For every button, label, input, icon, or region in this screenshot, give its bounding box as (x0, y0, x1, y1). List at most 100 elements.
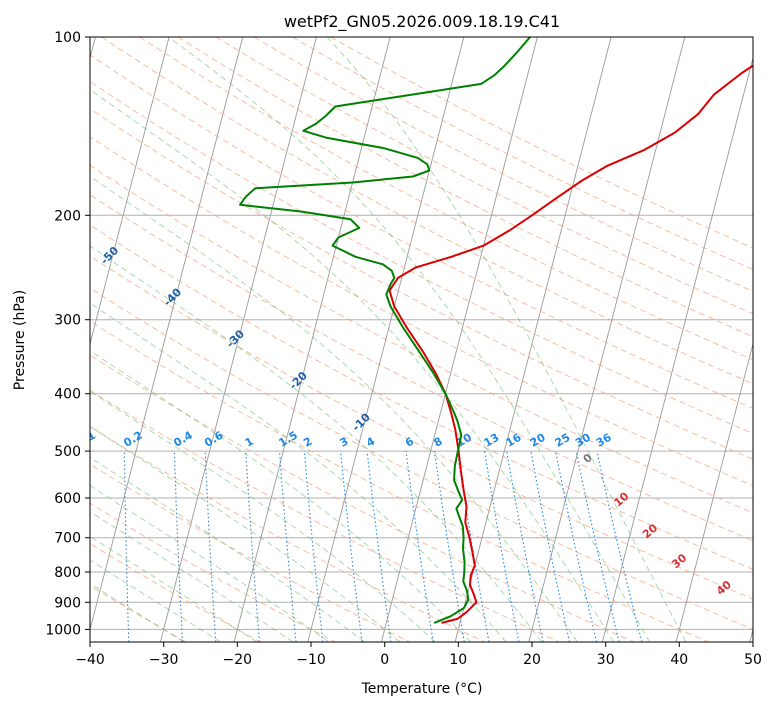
y-tick-label: 100 (54, 30, 81, 46)
mixing-ratio-label: 1.5 (277, 429, 300, 450)
mixing-ratio-label: 0.4 (171, 429, 195, 450)
mixing-ratio-line (339, 451, 363, 642)
dry-adiabat-line (177, 37, 753, 338)
mixing-ratio-line (204, 451, 217, 642)
mixing-ratio-label: 0.1 (75, 429, 98, 450)
dry-adiabat-line (90, 164, 753, 514)
y-tick-label: 300 (54, 313, 81, 329)
x-tick-label: −10 (296, 652, 326, 668)
dry-adiabat-line (90, 255, 753, 600)
moist-adiabat-label: 20 (640, 521, 660, 541)
moist-adiabat-line (90, 245, 543, 642)
mixing-ratio-line (530, 450, 571, 642)
mixing-ratio-label: 0.6 (202, 429, 226, 450)
isotherm-gridline (159, 37, 317, 642)
dry-adiabat-line (90, 194, 753, 542)
dry-adiabat-label: -10 (350, 410, 373, 433)
dry-adiabat-line (330, 37, 753, 249)
isotherm-gridline (90, 37, 244, 632)
x-tick-label: 20 (523, 652, 541, 668)
dry-adiabat-line (292, 37, 753, 271)
isotherm-gridline (601, 56, 753, 642)
mixing-ratio-line (366, 451, 392, 642)
y-tick-label: 800 (54, 565, 81, 581)
mixing-ratio-label: 3 (338, 435, 351, 450)
isotherm-gridline (90, 37, 170, 346)
y-tick-label: 700 (54, 531, 81, 547)
moist-adiabat-line (326, 37, 687, 642)
mixing-ratio-line (123, 451, 130, 642)
y-tick-label: 200 (54, 208, 81, 224)
mixing-ratio-line (596, 450, 643, 642)
moist-adiabat-line (90, 582, 185, 642)
dry-adiabat-line (90, 80, 753, 435)
dry-adiabat-line (90, 354, 635, 642)
y-tick-label: 1000 (45, 622, 81, 638)
isotherm-gridline (233, 37, 391, 642)
moist-adiabat-line (90, 175, 578, 642)
x-tick-label: 30 (597, 652, 615, 668)
y-tick-label: 900 (54, 595, 81, 611)
dewpoint-profile-line (239, 37, 531, 624)
moist-adiabat-label: 30 (669, 551, 689, 571)
dry-adiabat-line (90, 389, 560, 642)
moist-adiabat-line (90, 425, 401, 642)
mixing-ratio-label: 30 (573, 431, 593, 450)
dry-adiabat-line (90, 108, 753, 460)
isotherm-gridline (380, 37, 538, 642)
x-tick-label: −30 (149, 652, 179, 668)
moist-adiabat-line (90, 456, 365, 642)
isotherm-gridline (454, 37, 612, 642)
mixing-ratio-label: 16 (504, 431, 524, 450)
dry-adiabat-line (139, 37, 753, 361)
mixing-ratio-label: 20 (528, 431, 548, 450)
moist-adiabat-line (168, 37, 651, 642)
mixing-ratio-label: 8 (432, 435, 445, 450)
x-tick-label: 40 (670, 652, 688, 668)
y-tick-label: 500 (54, 444, 81, 460)
moist-adiabat-label: 40 (714, 578, 734, 598)
dry-adiabat-line (90, 463, 410, 642)
dry-adiabat-line (90, 287, 753, 630)
mixing-ratio-line (245, 451, 261, 642)
mixing-ratio-line (278, 451, 297, 642)
dry-adiabat-line (215, 37, 753, 315)
moist-adiabat-line (90, 559, 221, 642)
mixing-ratio-line (506, 451, 544, 642)
moist-adiabat-label: 0 (581, 451, 595, 466)
moist-adiabat-line (90, 535, 258, 642)
x-tick-label: 10 (449, 652, 467, 668)
x-tick-label: −40 (75, 652, 105, 668)
dry-adiabat-label: -40 (161, 285, 184, 308)
dry-adiabat-line (90, 224, 753, 571)
isotherm-gridline (675, 341, 753, 642)
dry-adiabat-line (254, 37, 753, 292)
mixing-ratio-line (433, 451, 465, 642)
chart-title: wetPf2_GN05.2026.009.18.19.C41 (284, 12, 560, 32)
x-tick-label: −20 (223, 652, 253, 668)
mixing-ratio-label: 25 (553, 431, 573, 450)
mixing-ratio-line (575, 450, 620, 642)
moist-adiabat-line (90, 89, 614, 642)
mixing-ratio-line (484, 451, 520, 642)
mixing-ratio-label: 36 (594, 431, 614, 450)
dry-adiabat-label: -30 (224, 327, 247, 350)
isotherm-gridline (528, 37, 686, 642)
dry-adiabat-line (90, 320, 709, 642)
y-axis-label: Pressure (hPa) (12, 290, 28, 390)
moist-adiabat-line (90, 302, 507, 642)
x-axis-label: Temperature (°C) (361, 681, 483, 697)
mixing-ratio-line (405, 451, 434, 642)
moist-adiabat-line (90, 485, 330, 642)
y-tick-label: 400 (54, 387, 81, 403)
x-tick-label: 0 (380, 652, 389, 668)
dry-adiabat-line (90, 502, 336, 642)
plot-frame (89, 36, 754, 643)
x-tick-label: 50 (744, 652, 762, 668)
dry-adiabat-line (90, 136, 753, 487)
temperature-profile-line (388, 64, 753, 624)
moist-adiabat-line (90, 390, 436, 642)
mixing-ratio-label: 1 (243, 435, 256, 450)
y-tick-label: 600 (54, 491, 81, 507)
